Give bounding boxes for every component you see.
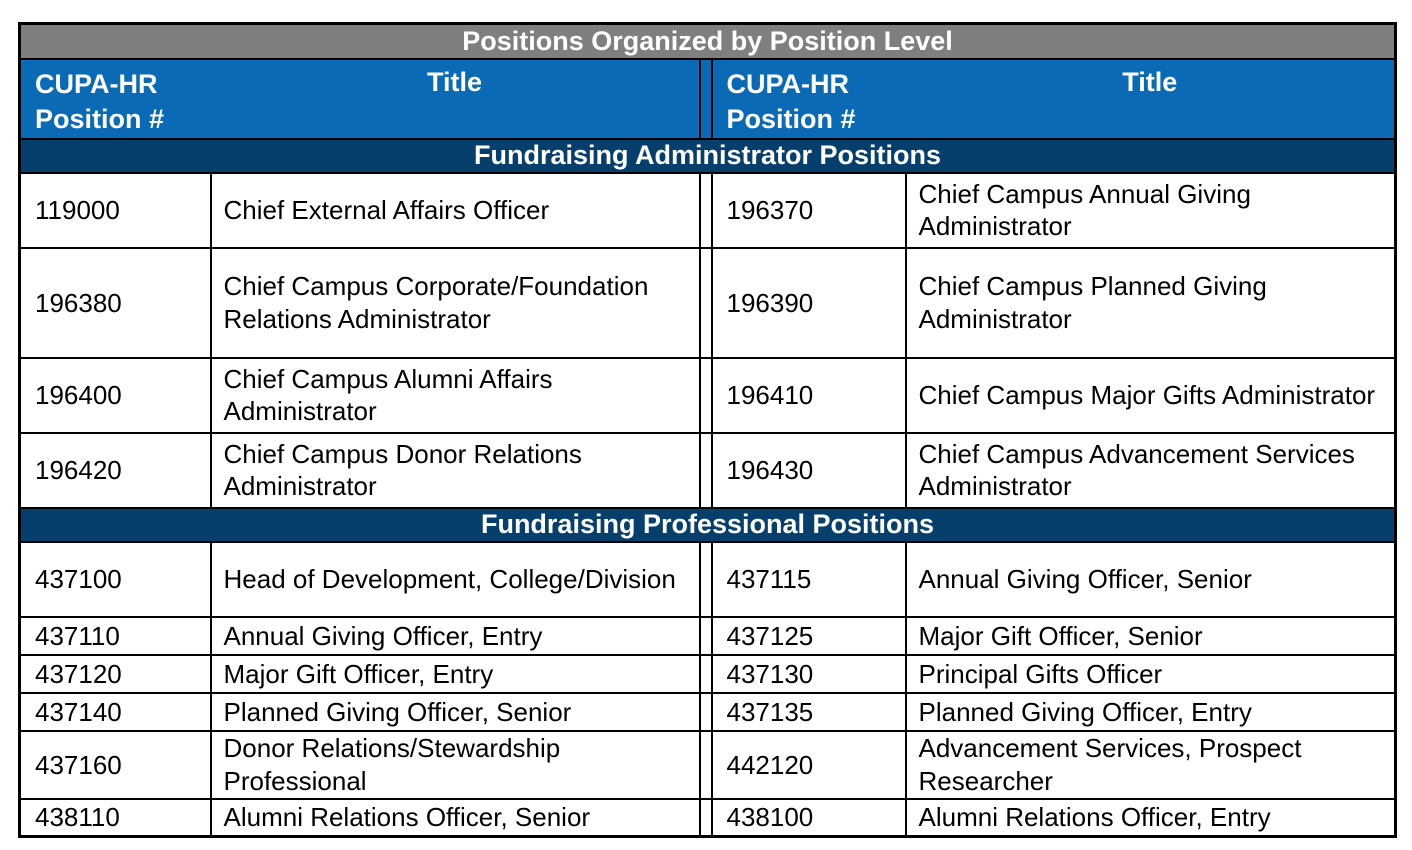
cell-position-title: Chief Campus Annual Giving Administrator — [904, 171, 1397, 249]
cell-position-title: Major Gift Officer, Senior — [904, 615, 1397, 656]
middle-divider — [698, 57, 713, 140]
middle-divider — [698, 246, 713, 359]
cell-position-number: 437140 — [18, 691, 212, 732]
middle-divider — [698, 356, 713, 434]
cell-position-title: Planned Giving Officer, Entry — [904, 691, 1397, 732]
cell-position-number: 196420 — [18, 431, 212, 509]
header-position-number-right: CUPA-HR Position # — [710, 57, 906, 140]
cell-position-number: 437100 — [18, 540, 212, 618]
cell-position-number: 437110 — [18, 615, 212, 656]
table-row: 196400 Chief Campus Alumni Affairs Admin… — [18, 356, 1397, 434]
cell-position-title: Chief External Affairs Officer — [209, 171, 701, 249]
cell-position-title: Chief Campus Major Gifts Administrator — [904, 356, 1397, 434]
table-row: 437100 Head of Development, College/Divi… — [18, 540, 1397, 618]
cell-position-title: Major Gift Officer, Entry — [209, 653, 701, 694]
cell-position-title: Alumni Relations Officer, Entry — [904, 797, 1397, 838]
middle-divider — [698, 797, 713, 838]
table-row: 437110 Annual Giving Officer, Entry 4371… — [18, 615, 1397, 656]
cell-position-title: Donor Relations/Stewardship Professional — [209, 729, 701, 800]
table-row: 119000 Chief External Affairs Officer 19… — [18, 171, 1397, 249]
cell-position-number: 437115 — [710, 540, 907, 618]
middle-divider — [698, 691, 713, 732]
middle-divider — [698, 171, 713, 249]
cell-position-number: 196410 — [710, 356, 907, 434]
cell-position-title: Head of Development, College/Division — [209, 540, 701, 618]
header-position-number-left: CUPA-HR Position # — [18, 57, 211, 140]
middle-divider — [698, 431, 713, 509]
cell-position-title: Chief Campus Donor Relations Administrat… — [209, 431, 701, 509]
middle-divider — [698, 729, 713, 800]
cell-position-number: 196430 — [710, 431, 907, 509]
table-title: Positions Organized by Position Level — [18, 22, 1397, 60]
table-row: 437120 Major Gift Officer, Entry 437130 … — [18, 653, 1397, 694]
cell-position-number: 437160 — [18, 729, 212, 800]
section-header-fundraising-professional: Fundraising Professional Positions — [18, 506, 1397, 543]
cell-position-number: 119000 — [18, 171, 212, 249]
cell-position-title: Principal Gifts Officer — [904, 653, 1397, 694]
cell-position-number: 437125 — [710, 615, 907, 656]
cell-position-number: 438100 — [710, 797, 907, 838]
cell-position-title: Alumni Relations Officer, Senior — [209, 797, 701, 838]
cell-position-number: 437130 — [710, 653, 907, 694]
cell-position-title: Annual Giving Officer, Senior — [904, 540, 1397, 618]
header-title-left: Title — [210, 57, 701, 140]
cell-position-title: Annual Giving Officer, Entry — [209, 615, 701, 656]
cell-position-number: 437135 — [710, 691, 907, 732]
section-header-fundraising-administrator: Fundraising Administrator Positions — [18, 137, 1397, 174]
cell-position-number: 437120 — [18, 653, 212, 694]
table-row: 196380 Chief Campus Corporate/Foundation… — [18, 246, 1397, 359]
middle-divider — [698, 540, 713, 618]
header-title-right: Title — [905, 57, 1397, 140]
cell-position-number: 196390 — [710, 246, 907, 359]
table-row: 196420 Chief Campus Donor Relations Admi… — [18, 431, 1397, 509]
cell-position-number: 442120 — [710, 729, 907, 800]
middle-divider — [698, 653, 713, 694]
cell-position-title: Chief Campus Corporate/Foundation Relati… — [209, 246, 701, 359]
cell-position-title: Chief Campus Advancement Services Admini… — [904, 431, 1397, 509]
cell-position-number: 196370 — [710, 171, 907, 249]
positions-table: Positions Organized by Position Level CU… — [18, 22, 1397, 839]
cell-position-number: 438110 — [18, 797, 212, 838]
table-row: 437140 Planned Giving Officer, Senior 43… — [18, 691, 1397, 732]
cell-position-title: Advancement Services, Prospect Researche… — [904, 729, 1397, 800]
table-row: 438110 Alumni Relations Officer, Senior … — [18, 797, 1397, 838]
cell-position-title: Chief Campus Alumni Affairs Administrato… — [209, 356, 701, 434]
middle-divider — [698, 615, 713, 656]
cell-position-number: 196400 — [18, 356, 212, 434]
cell-position-number: 196380 — [18, 246, 212, 359]
cell-position-title: Planned Giving Officer, Senior — [209, 691, 701, 732]
cell-position-title: Chief Campus Planned Giving Administrato… — [904, 246, 1397, 359]
table-row: 437160 Donor Relations/Stewardship Profe… — [18, 729, 1397, 800]
